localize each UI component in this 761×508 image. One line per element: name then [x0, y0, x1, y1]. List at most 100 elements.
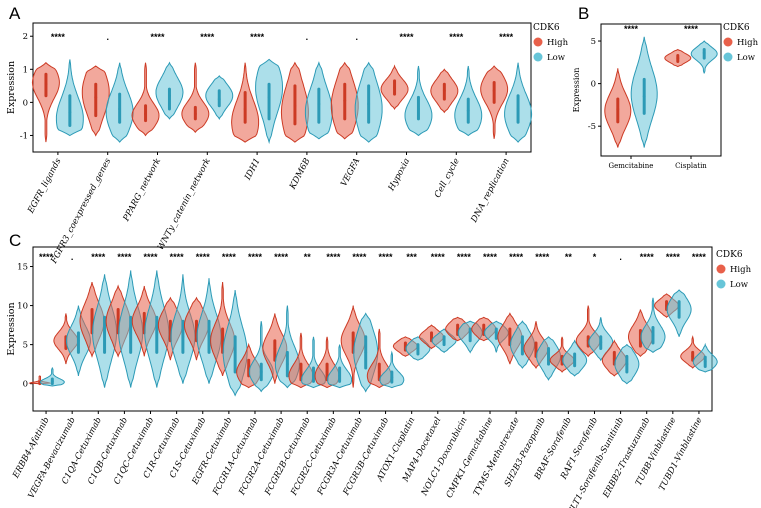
legend-label-low: Low: [730, 280, 749, 290]
legend-swatch-high: [723, 37, 733, 47]
x-tick-label: KDM6B: [288, 157, 313, 192]
median-point-high: [243, 107, 247, 111]
x-tick-label: EGFR_ligands: [26, 156, 64, 216]
significance-label: ****: [39, 252, 54, 262]
y-axis-label: Expression: [572, 68, 581, 113]
violin-high: [131, 62, 160, 137]
significance-label: .: [71, 252, 74, 262]
median-point-high: [691, 354, 695, 358]
median-point-low: [521, 343, 524, 347]
median-point-high: [193, 112, 197, 116]
median-point-low: [364, 351, 368, 354]
y-tick-label: 10: [17, 302, 28, 312]
median-point-high: [44, 82, 48, 86]
y-tick-label: 2: [23, 32, 28, 42]
median-point-low: [367, 102, 371, 106]
significance-label: ****: [692, 252, 707, 262]
median-point-low: [285, 362, 289, 366]
median-point-high: [442, 89, 446, 93]
violin-low: [379, 350, 405, 389]
median-point-low: [317, 102, 321, 106]
significance-label: ****: [509, 252, 524, 262]
median-point-high: [430, 335, 433, 339]
median-point-low: [390, 376, 394, 379]
significance-label: ****: [640, 252, 655, 262]
y-tick-label: 0: [23, 380, 28, 390]
significance-label: ****: [117, 252, 132, 262]
median-point-high: [293, 104, 297, 108]
x-tick-label: Cisplatin: [675, 162, 707, 170]
median-point-low: [516, 107, 520, 111]
legend: CDK6 High Low: [723, 23, 759, 63]
violin-low: [327, 344, 353, 389]
x-tick-label: Gemcitabine: [609, 162, 654, 170]
x-tick-label: NOLC1-Doxorubicin: [419, 416, 469, 499]
y-tick-label: -5: [588, 122, 596, 132]
median-point-low: [442, 339, 446, 343]
significance-label: ****: [684, 24, 699, 34]
median-point-high: [377, 370, 381, 374]
significance-label: ***: [406, 252, 417, 262]
median-point-low: [77, 339, 80, 343]
median-point-high: [612, 357, 616, 361]
panel-letter: A: [9, 4, 21, 23]
median-point-high: [116, 319, 120, 323]
median-point-high: [90, 319, 94, 323]
median-point-low: [702, 51, 706, 55]
significance-label: ****: [326, 252, 341, 262]
violin-high: [181, 62, 210, 133]
median-point-high: [534, 347, 538, 350]
x-tick-label: WNTy_catenin_network: [156, 157, 213, 252]
median-point-high: [676, 56, 680, 60]
median-point-high: [343, 99, 347, 103]
panel-a: A-1012ExpressionEGFR_ligands****FGFR3_co…: [6, 4, 569, 266]
panel-letter: C: [9, 231, 21, 250]
median-point-low: [642, 94, 646, 98]
y-tick-label: -1: [20, 131, 28, 141]
legend-swatch-low: [533, 52, 543, 62]
panel-b: B -5 0 5 Expression Gemcitabine **** Cisplatin *…: [572, 4, 759, 170]
y-tick-label: 0: [23, 98, 28, 108]
median-point-high: [144, 112, 147, 116]
legend-swatch-low: [723, 52, 733, 62]
legend-swatch-low: [716, 279, 726, 289]
y-axis-label: Expression: [6, 61, 17, 114]
median-point-high: [393, 86, 396, 89]
x-tick-label: VEGFA-Bevacizumab: [27, 416, 78, 501]
legend: CDK6 High Low: [716, 250, 752, 290]
legend-swatch-high: [716, 264, 726, 274]
x-tick-label: VEGFA: [339, 157, 362, 189]
significance-label: .: [306, 32, 309, 42]
violin-low: [640, 297, 666, 354]
significance-label: ****: [352, 252, 367, 262]
significance-label: ****: [483, 252, 498, 262]
x-tick-label: Hypoxia: [386, 157, 412, 194]
median-point-high: [482, 327, 486, 331]
y-tick-label: 5: [23, 341, 28, 351]
significance-label: ****: [499, 32, 514, 42]
significance-label: ****: [200, 32, 215, 42]
legend-title: CDK6: [716, 250, 743, 260]
plot-frame: [32, 246, 713, 412]
median-point-low: [207, 335, 211, 339]
median-point-high: [325, 370, 329, 374]
significance-label: ****: [399, 32, 414, 42]
median-point-low: [68, 110, 72, 114]
median-point-high: [508, 335, 512, 339]
median-point-high: [492, 89, 496, 93]
violin-low: [39, 366, 65, 387]
x-tick-label: IDH1: [243, 157, 263, 183]
median-point-high: [351, 339, 355, 343]
median-point-low: [217, 97, 221, 101]
median-point-low: [651, 333, 655, 337]
median-point-low: [50, 379, 54, 383]
significance-label: ****: [379, 252, 394, 262]
median-point-low: [267, 96, 271, 99]
median-point-high: [142, 321, 146, 325]
median-point-low: [181, 335, 185, 339]
significance-label: **: [304, 252, 312, 262]
legend-label-low: Low: [547, 53, 566, 63]
legend-swatch-high: [533, 37, 543, 47]
panel-c: C051015ExpressionERBB4-Afatinib****VEGFA…: [6, 231, 752, 508]
significance-label: ****: [51, 32, 66, 42]
